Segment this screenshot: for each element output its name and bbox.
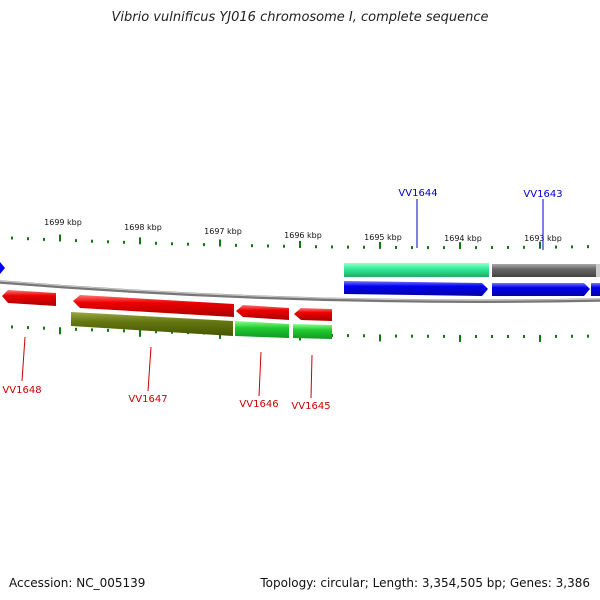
gene-arrow-vv1644[interactable] <box>344 281 488 296</box>
leader-line <box>147 346 152 392</box>
scale-ticks-top <box>11 234 589 250</box>
forward-feature-tracks <box>0 262 600 296</box>
leader-line <box>258 351 262 397</box>
gene-track-green-a[interactable] <box>235 321 289 338</box>
gene-arrow-vv1647[interactable] <box>73 295 234 317</box>
genome-summary-text: Topology: circular; Length: 3,354,505 bp… <box>260 576 590 590</box>
backbone-line <box>0 280 600 303</box>
backbone-highlight <box>0 280 600 301</box>
gene-track-gray[interactable] <box>492 264 596 277</box>
accession-text: Accession: NC_005139 <box>9 576 146 590</box>
leader-line <box>21 336 26 382</box>
scale-label: 1694 kbp <box>444 234 482 243</box>
gene-arrow-offscreen-left[interactable] <box>0 262 5 274</box>
map-title: Vibrio vulnificus YJ016 chromosome I, co… <box>111 10 489 25</box>
scale-labels: 1699 kbp 1698 kbp 1697 kbp 1696 kbp 1695… <box>44 218 562 243</box>
scale-label: 1699 kbp <box>44 218 82 227</box>
gene-label-vv1648[interactable]: VV1648 <box>2 385 41 396</box>
scale-label: 1695 kbp <box>364 233 402 242</box>
gene-label-vv1647[interactable]: VV1647 <box>128 394 167 405</box>
gene-labels-bottom: VV1648 VV1647 VV1646 VV1645 <box>2 336 331 412</box>
gene-label-vv1643[interactable]: VV1643 <box>523 189 562 200</box>
gene-label-vv1645[interactable]: VV1645 <box>291 401 330 412</box>
gene-arrow-next[interactable] <box>591 283 600 296</box>
gene-track-gray-end <box>596 264 600 277</box>
reverse-feature-tracks <box>2 290 332 339</box>
gene-track-olive[interactable] <box>71 312 233 336</box>
gene-track-green-b[interactable] <box>293 324 332 339</box>
gene-arrow-vv1646[interactable] <box>236 305 289 320</box>
gene-label-vv1644[interactable]: VV1644 <box>398 188 437 199</box>
gene-arrow-vv1648[interactable] <box>2 290 56 306</box>
gene-arrow-vv1643[interactable] <box>492 283 590 296</box>
gene-labels-top: VV1644 VV1643 <box>398 188 563 250</box>
scale-label: 1696 kbp <box>284 231 322 240</box>
scale-label: 1697 kbp <box>204 227 242 236</box>
gene-track-teal[interactable] <box>344 263 489 277</box>
gene-arrow-vv1645[interactable] <box>294 308 332 321</box>
leader-line <box>310 354 313 399</box>
gene-label-vv1646[interactable]: VV1646 <box>239 399 278 410</box>
scale-label: 1698 kbp <box>124 223 162 232</box>
